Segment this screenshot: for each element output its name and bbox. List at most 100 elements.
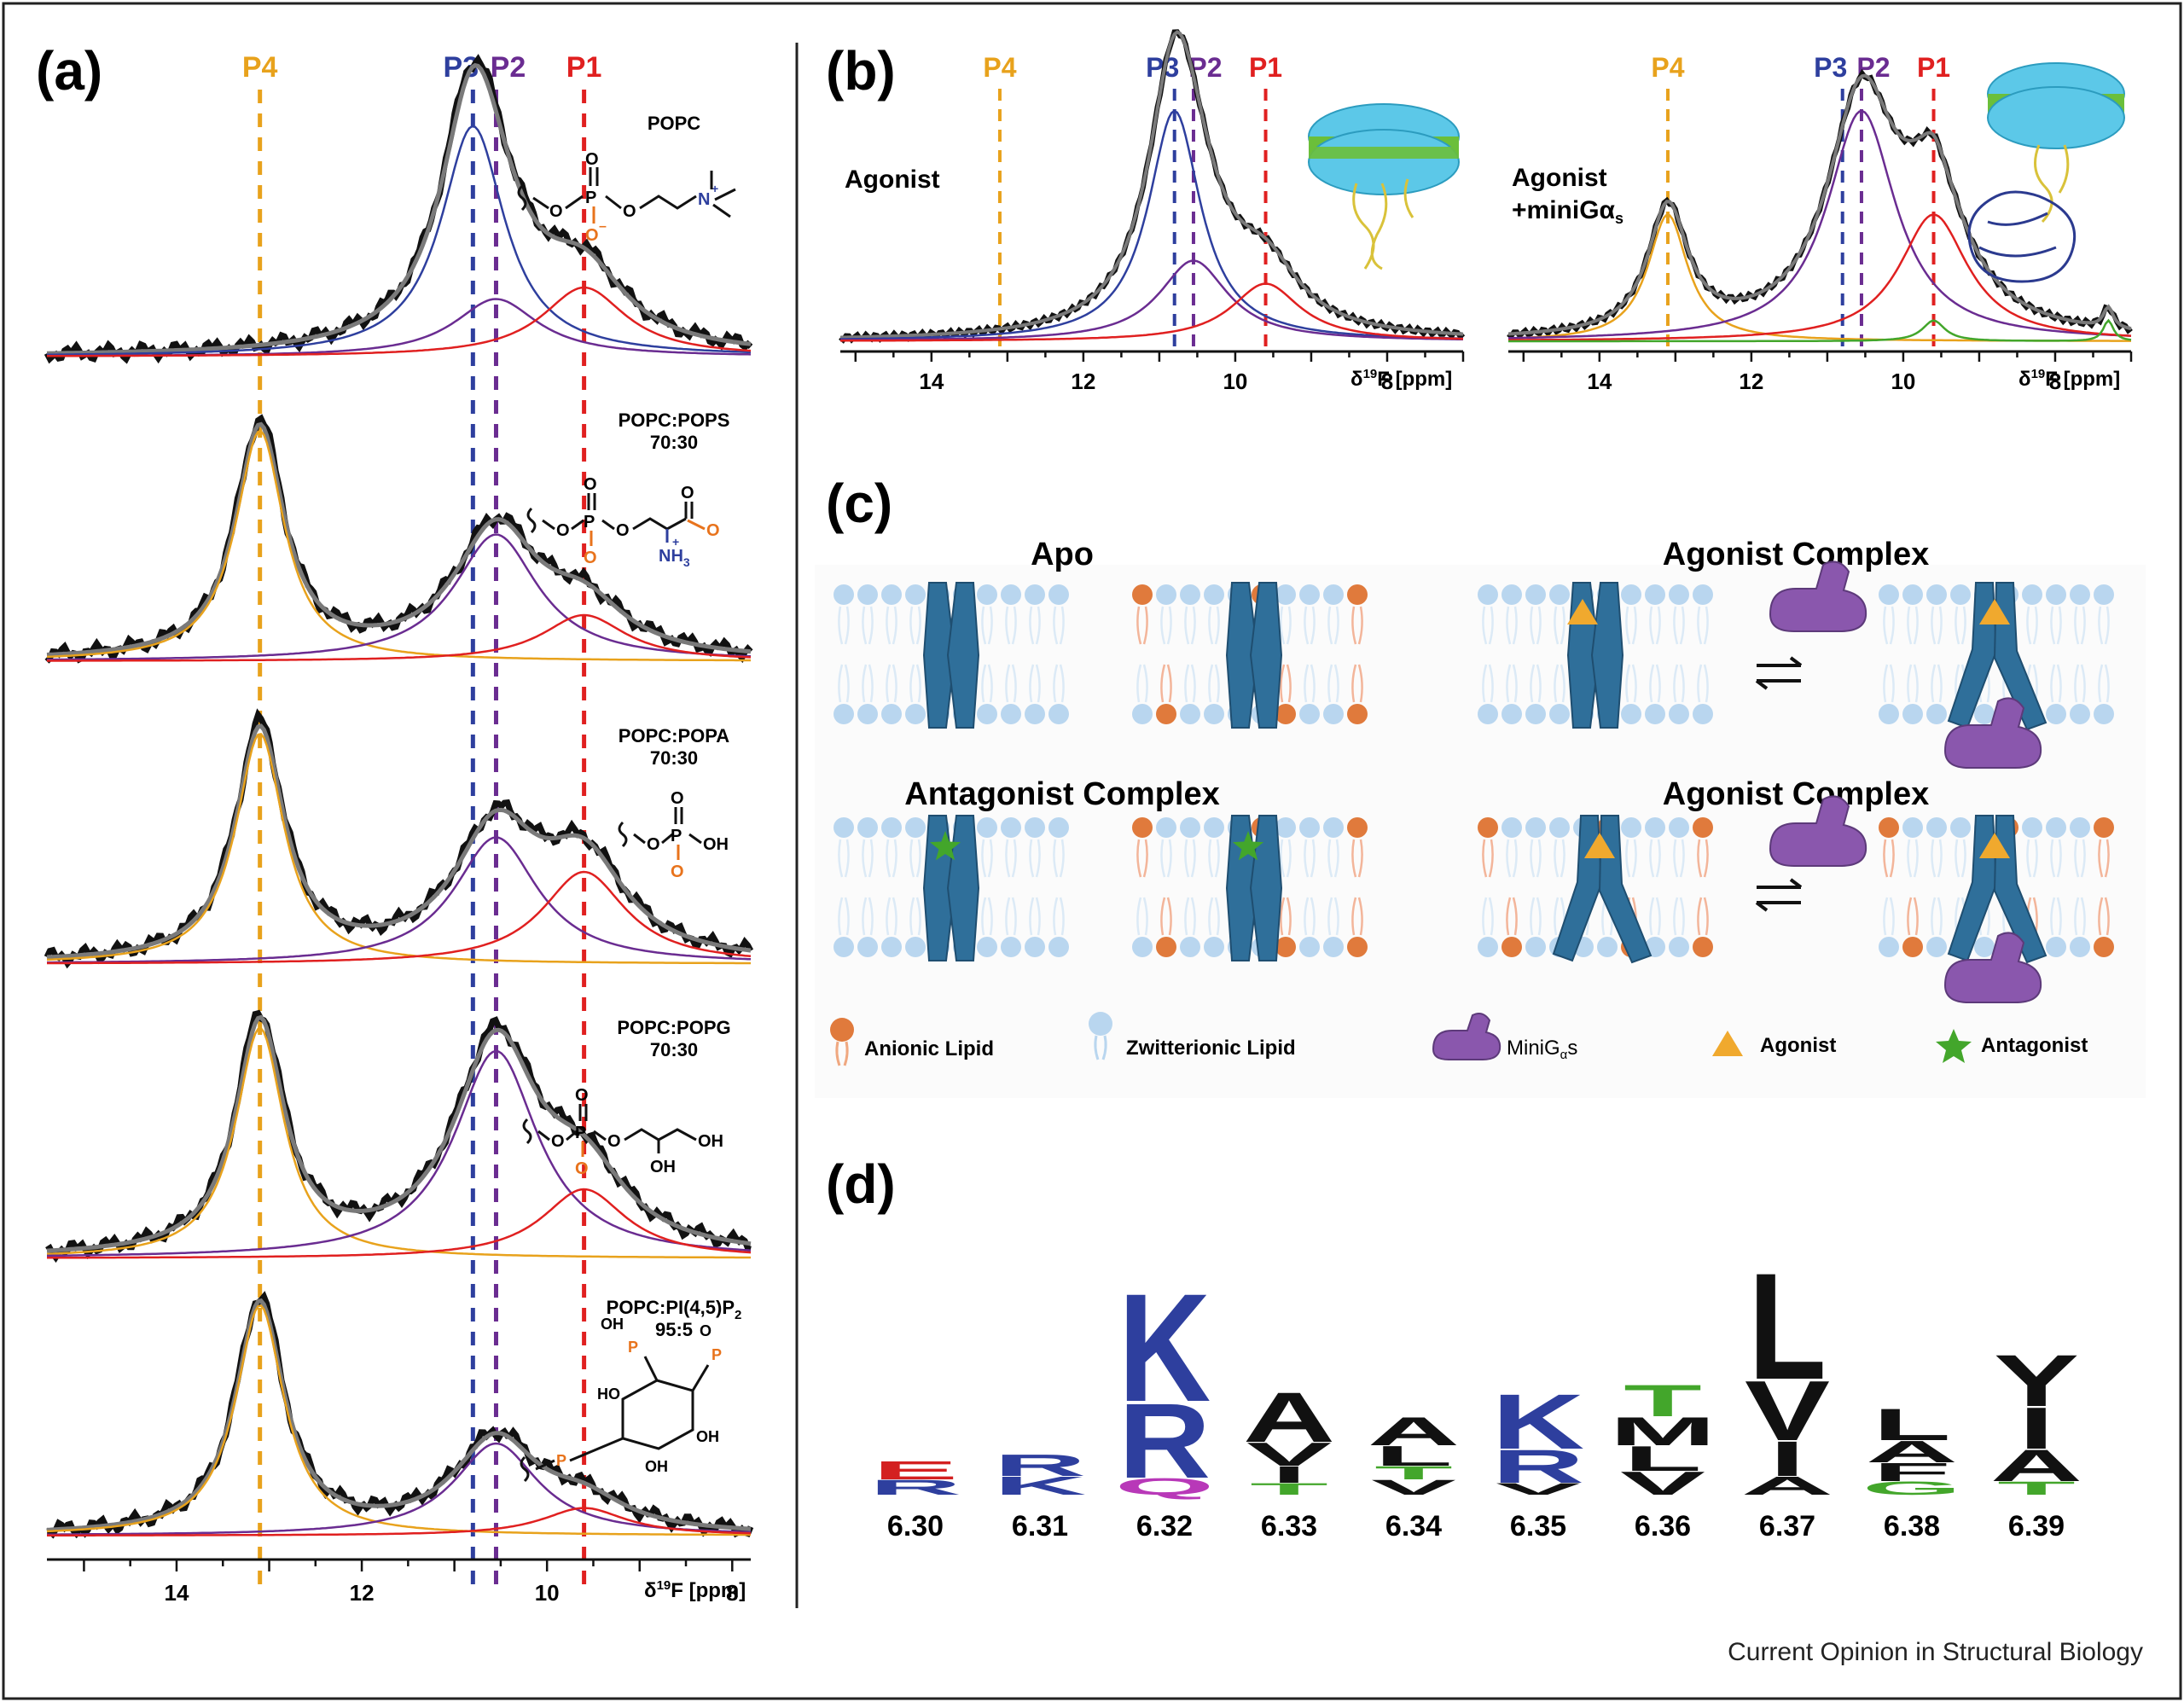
anionic-lipid-head (1502, 937, 1522, 957)
zwitterionic-lipid-head (1323, 937, 1344, 957)
panel-b-tick-label: 14 (1587, 369, 1612, 394)
lipid-tail (1136, 664, 1148, 703)
logo-position-label: 6.30 (887, 1510, 944, 1542)
lipid-tail (1160, 606, 1172, 645)
panel-a-spectrum-1 (44, 54, 753, 364)
logo-residue: A (1243, 1377, 1335, 1456)
zwitterionic-lipid-head (1669, 817, 1689, 838)
legend-minig-suffix: s (1567, 1037, 1577, 1060)
legend-minig-sub: α (1560, 1048, 1568, 1062)
pops-coo-o: O (681, 484, 694, 502)
lipid-tail (838, 839, 850, 878)
panel-a-component-p1 (47, 613, 752, 662)
logo-residue: L (1873, 1399, 1951, 1449)
anionic-lipid-head (1478, 817, 1498, 838)
panel-b-tick-label: 12 (1071, 369, 1095, 394)
zwitterionic-lipid-head (881, 584, 902, 605)
panel-b-component-p2 (1507, 109, 2132, 340)
lipid-tail (1136, 839, 1148, 878)
lipid-tail (1351, 664, 1363, 703)
lipid-tail (2098, 664, 2110, 703)
logo-residue: T (1374, 1462, 1453, 1484)
agonist-complex-title-top: Agonist Complex (1663, 537, 1929, 572)
anionic-lipid-head (2094, 937, 2114, 957)
zwitterionic-lipid-head (2094, 704, 2114, 724)
lipid-tail (1883, 897, 1895, 936)
panel-c: (c) Apo Agonist Complex Antagonist Compl… (815, 473, 2146, 1098)
antagonist-ligand (1232, 831, 1264, 861)
lipid-tail (862, 606, 874, 645)
lipid-tail (1482, 897, 1494, 936)
panel-a-label: (a) (36, 40, 102, 102)
logo-residue: I (2018, 1395, 2054, 1461)
panel-a-component-p4 (46, 430, 751, 662)
popa-headgroup-structure: O P O O OH (618, 789, 729, 881)
lipid-tail (862, 897, 874, 936)
panel-a-xlabel-prefix: δ (644, 1579, 657, 1602)
zwitterionic-lipid-head (1502, 704, 1522, 724)
anionic-lipid-head (1693, 817, 1713, 838)
logo-position-label: 6.32 (1136, 1510, 1193, 1542)
zwitterionic-lipid-head (1299, 584, 1320, 605)
panel-b-left-condition: Agonist (845, 166, 940, 194)
receptor-helix (1993, 582, 2048, 731)
panel-b-xlabel-prefix: δ (1350, 368, 1363, 391)
zwitterionic-lipid-head (1323, 704, 1344, 724)
lipid-tail (1280, 897, 1292, 936)
zwitterionic-lipid-head (1204, 584, 1224, 605)
lipid-tail (1136, 897, 1148, 936)
zwitterionic-lipid-head (1693, 704, 1713, 724)
lipid-tail (1625, 839, 1637, 878)
pops-nh3-sub: 3 (683, 555, 690, 569)
zwitterionic-lipid-head (1926, 817, 1947, 838)
pip2-oh-c: OH (601, 1316, 624, 1333)
lipid-tail (1053, 606, 1065, 645)
legend-anionic-label: Anionic Lipid (864, 1037, 994, 1060)
panel-a-component-p2 (47, 1442, 751, 1536)
panel-a-tick-label: 14 (165, 1580, 189, 1606)
nanodisc-minig-illustration (1967, 62, 2125, 283)
panel-a-component-p4 (46, 733, 751, 965)
zwitterionic-lipid-head (1879, 937, 1899, 957)
logo-residue: A (1368, 1409, 1460, 1454)
zwitterionic-lipid-head (1621, 584, 1641, 605)
lipid-tail (1697, 839, 1709, 878)
zwitterionic-lipid-head (834, 584, 854, 605)
panel-a-sample-names: POPCPOPC:POPS70:30POPC:POPA70:30POPC:POP… (607, 113, 742, 1340)
panel-a-spectrum-fit (46, 62, 752, 356)
popg-o1: O (551, 1132, 565, 1151)
zwitterionic-lipid-head (2070, 584, 2090, 605)
zwitterionic-lipid-head (1502, 817, 1522, 838)
pip2-ho: HO (597, 1385, 620, 1403)
anionic-lipid-head (1902, 937, 1923, 957)
legend-minig-prefix: MiniG (1507, 1037, 1560, 1060)
legend-minig-label: MiniGαs (1507, 1037, 1577, 1062)
panel-a-tick-label: 10 (535, 1580, 560, 1606)
panel-a-component-p2 (47, 1049, 752, 1258)
receptor-helix (1590, 582, 1624, 729)
logo-residue: A (1990, 1440, 2082, 1490)
panel-b-right-condition-line1: Agonist (1512, 164, 1607, 192)
panel-a-sample-ratio: 70:30 (650, 1039, 698, 1060)
lipid-tail (1351, 606, 1363, 645)
anionic-lipid-head (2094, 817, 2114, 838)
lipid-tail (1506, 606, 1518, 645)
agonist-ligand (1979, 833, 2010, 858)
zwitterionic-lipid-head (1902, 704, 1923, 724)
zwitterionic-lipid-head (1204, 704, 1224, 724)
logo-residue: T (1250, 1479, 1328, 1498)
zwitterionic-lipid-head (1902, 817, 1923, 838)
panel-a-sample-name: POPC (648, 113, 700, 134)
zwitterionic-lipid-head (1001, 817, 1021, 838)
popg-o2: O (607, 1132, 621, 1151)
zwitterionic-lipid-head (977, 937, 997, 957)
lipid-tail (1530, 606, 1542, 645)
antagonist-ligand (929, 831, 961, 861)
lipid-tail (1482, 839, 1494, 878)
logo-residue: V (1371, 1475, 1456, 1499)
lipid-tail (1029, 897, 1041, 936)
